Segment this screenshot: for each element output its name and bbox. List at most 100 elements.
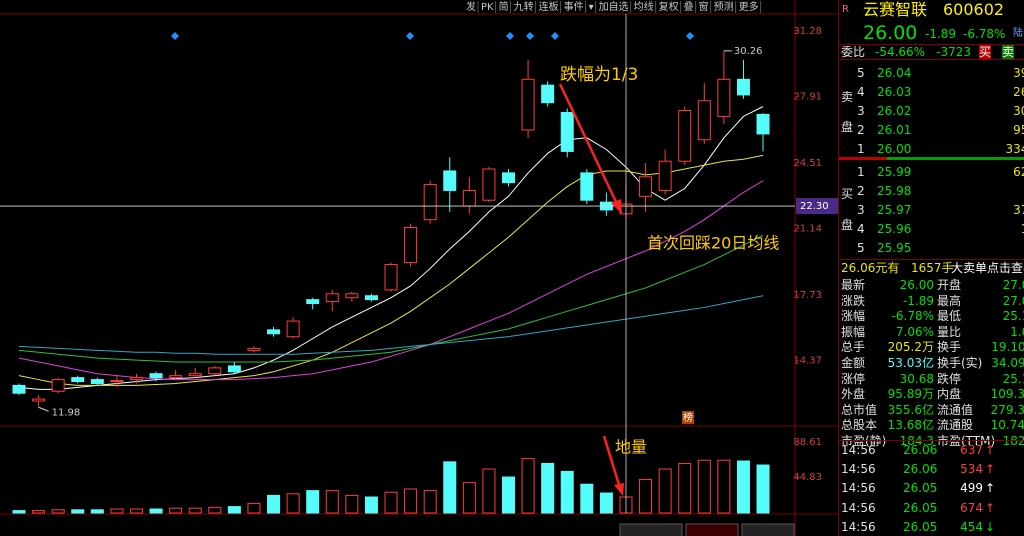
panel-text: -1.89 [902, 293, 934, 308]
volume-bar [325, 490, 339, 514]
buy-button[interactable]: 买 [979, 45, 992, 59]
toolbar-button[interactable]: 发 [466, 0, 476, 13]
chart-bg [0, 0, 838, 536]
sell-button[interactable]: 卖 [1002, 45, 1015, 59]
panel-text: ↑ [985, 500, 996, 515]
candle-body [129, 377, 143, 381]
panel-text: 最低 [937, 309, 962, 324]
toolbar-button[interactable]: 预测 [714, 0, 734, 13]
event-marker [686, 32, 694, 40]
panel-text: 25.96 [877, 222, 912, 236]
volume-bar [541, 462, 555, 514]
panel-text: 534 [960, 462, 983, 477]
candle-body [423, 184, 437, 221]
panel-text: 5 [857, 241, 865, 255]
panel-text: 4 [857, 85, 865, 99]
candle-body [560, 111, 574, 152]
volume-bar [502, 476, 515, 514]
ma-line [18, 106, 764, 390]
panel-text: 956 [1013, 123, 1024, 137]
toolbar-button[interactable]: 简 [499, 0, 509, 13]
event-marker [506, 32, 514, 40]
panel-text: 14:56 [841, 481, 876, 496]
rank-tag-bg [682, 411, 694, 424]
panel-text: 674 [960, 500, 983, 515]
toolbar-button[interactable]: 均线 [634, 0, 654, 13]
panel-text: -54.66% [875, 45, 926, 59]
panel-text: 涨幅 [841, 309, 866, 324]
toolbar-button[interactable]: 事件 [564, 0, 584, 13]
panel-text: 25.97 [877, 203, 912, 217]
ratio-bar [887, 157, 1024, 160]
panel-text: 金额 [841, 356, 866, 370]
candle-body [580, 172, 594, 201]
panel-text: 1.02 [1010, 324, 1024, 339]
panel-text: 13.68亿 [887, 418, 934, 433]
volume-bar [599, 492, 613, 514]
volume-bar [560, 470, 574, 514]
toolbar-button[interactable]: 复权 [659, 0, 679, 13]
candle-body [364, 295, 378, 301]
volume-bar [423, 490, 437, 514]
panel-text: 市盈(TTM) [937, 434, 996, 448]
tab[interactable] [685, 523, 739, 536]
panel-text: 53.03亿 [887, 356, 934, 370]
panel-text: 3 [857, 104, 865, 118]
candle-body [658, 160, 672, 191]
arrow [602, 435, 622, 489]
candle-body [345, 293, 359, 299]
candle-body [541, 84, 555, 104]
tag: 陆 [1013, 28, 1023, 39]
low-pointer [38, 406, 49, 412]
panel-text: 外盘 [841, 387, 866, 402]
panel-text: 26.04 [877, 66, 912, 80]
panel-text: 25.95 [877, 241, 912, 255]
event-marker [526, 32, 534, 40]
toolbar-button[interactable]: 窗 [699, 0, 709, 13]
volume-bar [364, 496, 378, 514]
quote-panel: R 云赛智联 600602 26.00 -1.89 -6.78% 陆委比 -54.66% -37… [838, 0, 1024, 536]
volume-bar [443, 461, 457, 514]
toolbar-button[interactable]: 叠 [684, 1, 694, 13]
toolbar-button[interactable]: PK [481, 2, 494, 13]
panel-text: 14:56 [841, 500, 876, 515]
panel-text: 26.05 [903, 519, 938, 534]
candle-body [149, 373, 163, 379]
panel-text: 26.03 [877, 85, 912, 99]
candle-body [12, 384, 26, 394]
volume-bar [90, 509, 104, 514]
volume-bar [658, 468, 672, 514]
link[interactable]: 大卖单点击查看 [951, 261, 1024, 275]
vol-tick-label: 88.61 [793, 437, 822, 448]
y-tick-label: 17.73 [793, 290, 822, 301]
panel-text: 总股本 [841, 418, 878, 433]
panel-text: 10.74亿 [990, 418, 1024, 433]
volume-bar [717, 459, 731, 514]
volume-bar [12, 510, 26, 514]
toolbar-button[interactable]: ▾ [589, 2, 594, 13]
event-markers [171, 32, 694, 40]
panel-text: 14:56 [841, 462, 876, 477]
candle-body [717, 78, 731, 117]
candle-body [306, 299, 320, 305]
candle-body [247, 347, 261, 351]
toolbar-button[interactable]: 九转 [514, 0, 534, 13]
panel-text: 378 [1013, 203, 1024, 217]
panel-text: 流通股 [937, 418, 974, 433]
panel-text: 25.99 [877, 165, 912, 179]
tab[interactable] [741, 523, 795, 536]
toolbar-button[interactable]: 更多 [739, 0, 759, 13]
panel-text: 25.98 [877, 184, 912, 198]
panel-text: 26.00 [877, 142, 912, 156]
candle-body [678, 110, 692, 162]
divider [839, 44, 1024, 45]
panel-text: 26.00 [899, 278, 934, 292]
y-tick-label: 27.91 [793, 92, 822, 103]
panel-text: 卖 [841, 90, 854, 104]
change: -1.89 [925, 27, 957, 41]
toolbar-button[interactable]: 加自选 [599, 0, 629, 13]
toolbar-button[interactable]: 连板 [539, 0, 559, 13]
volume-bar [129, 508, 143, 514]
tab[interactable] [619, 523, 683, 536]
